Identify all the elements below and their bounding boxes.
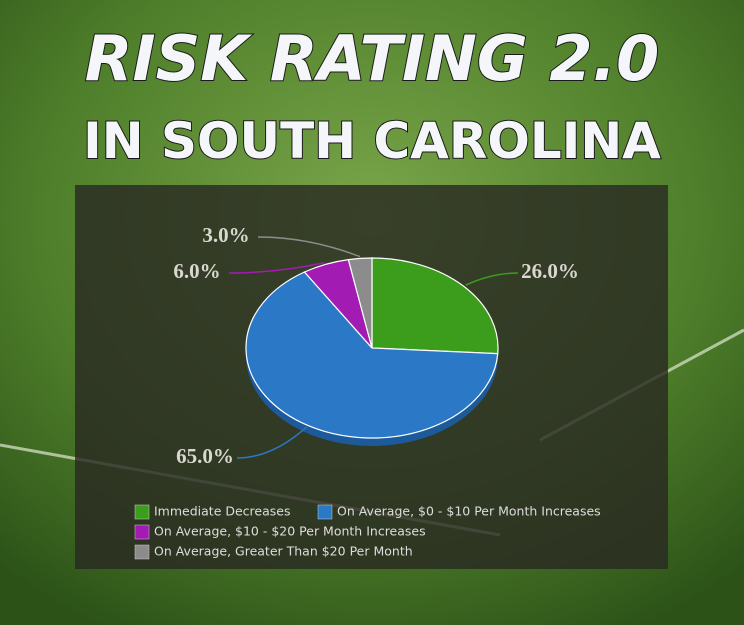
pie: 26.0% 65.0% 6.0% 3.0% (173, 223, 579, 468)
legend-label: On Average, $10 - $20 Per Month Increase… (154, 524, 426, 539)
legend-swatch (134, 544, 150, 560)
value-label: 6.0% (173, 259, 220, 283)
legend-swatch (134, 504, 150, 520)
legend: Immediate Decreases On Average, $0 - $10 … (134, 504, 601, 560)
leader-line (228, 261, 325, 274)
leader-line (236, 426, 308, 459)
leader-line (257, 236, 361, 258)
legend-label: On Average, $0 - $10 Per Month Increases (337, 504, 601, 519)
value-label: 26.0% (521, 259, 579, 283)
chart-title: RISK RATING 2.0 (85, 22, 659, 95)
value-label: 65.0% (176, 444, 234, 468)
pie-slice (371, 257, 499, 355)
pie-slice (245, 271, 499, 439)
pie-slice (347, 257, 373, 349)
value-label: 3.0% (202, 223, 249, 247)
legend-swatch (134, 524, 150, 540)
legend-swatch (317, 504, 333, 520)
legend-label: Immediate Decreases (154, 504, 290, 519)
legend-label: On Average, Greater Than $20 Per Month (154, 544, 413, 559)
chart-subtitle: IN SOUTH CAROLINA (83, 112, 661, 170)
leader-line (465, 272, 519, 286)
